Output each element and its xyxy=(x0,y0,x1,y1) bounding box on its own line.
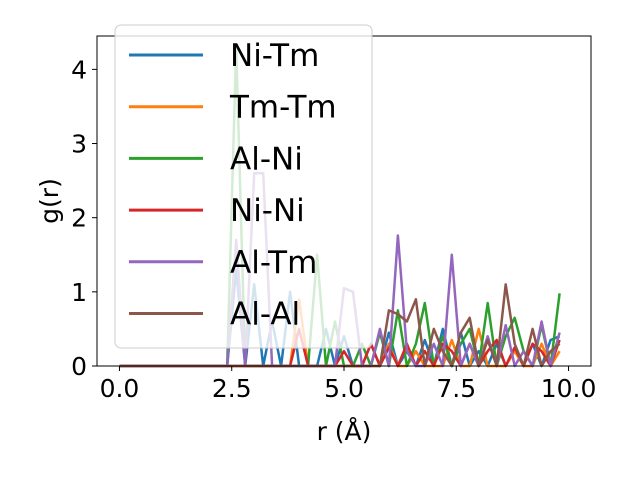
y-tick-label: 3 xyxy=(71,130,87,159)
legend-label-al-ni: Al-Ni xyxy=(230,141,303,177)
x-tick-label: 2.5 xyxy=(212,374,252,403)
x-tick-label: 0.0 xyxy=(100,374,140,403)
legend-label-tm-tm: Tm-Tm xyxy=(229,90,337,126)
y-tick-label: 1 xyxy=(71,278,87,307)
x-tick-label: 5.0 xyxy=(324,374,364,403)
x-tick-label: 7.5 xyxy=(436,374,476,403)
x-axis-label: r (Å) xyxy=(317,417,372,446)
legend-label-ni-ni: Ni-Ni xyxy=(230,193,305,229)
y-tick-label: 2 xyxy=(71,204,87,233)
legend-label-al-al: Al-Al xyxy=(230,297,300,333)
y-tick-label: 4 xyxy=(71,55,87,84)
y-tick-label: 0 xyxy=(71,352,87,381)
y-axis-label: g(r) xyxy=(35,178,64,224)
legend: Ni-Tm Tm-Tm Al-Ni Ni-Ni Al-Tm Al-Al xyxy=(114,24,373,349)
legend-label-al-tm: Al-Tm xyxy=(230,245,317,281)
y-axis-ticks: 0 1 2 3 4 xyxy=(71,55,97,381)
legend-label-ni-tm: Ni-Tm xyxy=(230,38,319,74)
x-tick-label: 10.0 xyxy=(541,374,597,403)
legend-items: Ni-Tm Tm-Tm Al-Ni Ni-Ni Al-Tm Al-Al xyxy=(129,38,337,333)
x-axis-ticks: 0.0 2.5 5.0 7.5 10.0 xyxy=(100,366,597,403)
